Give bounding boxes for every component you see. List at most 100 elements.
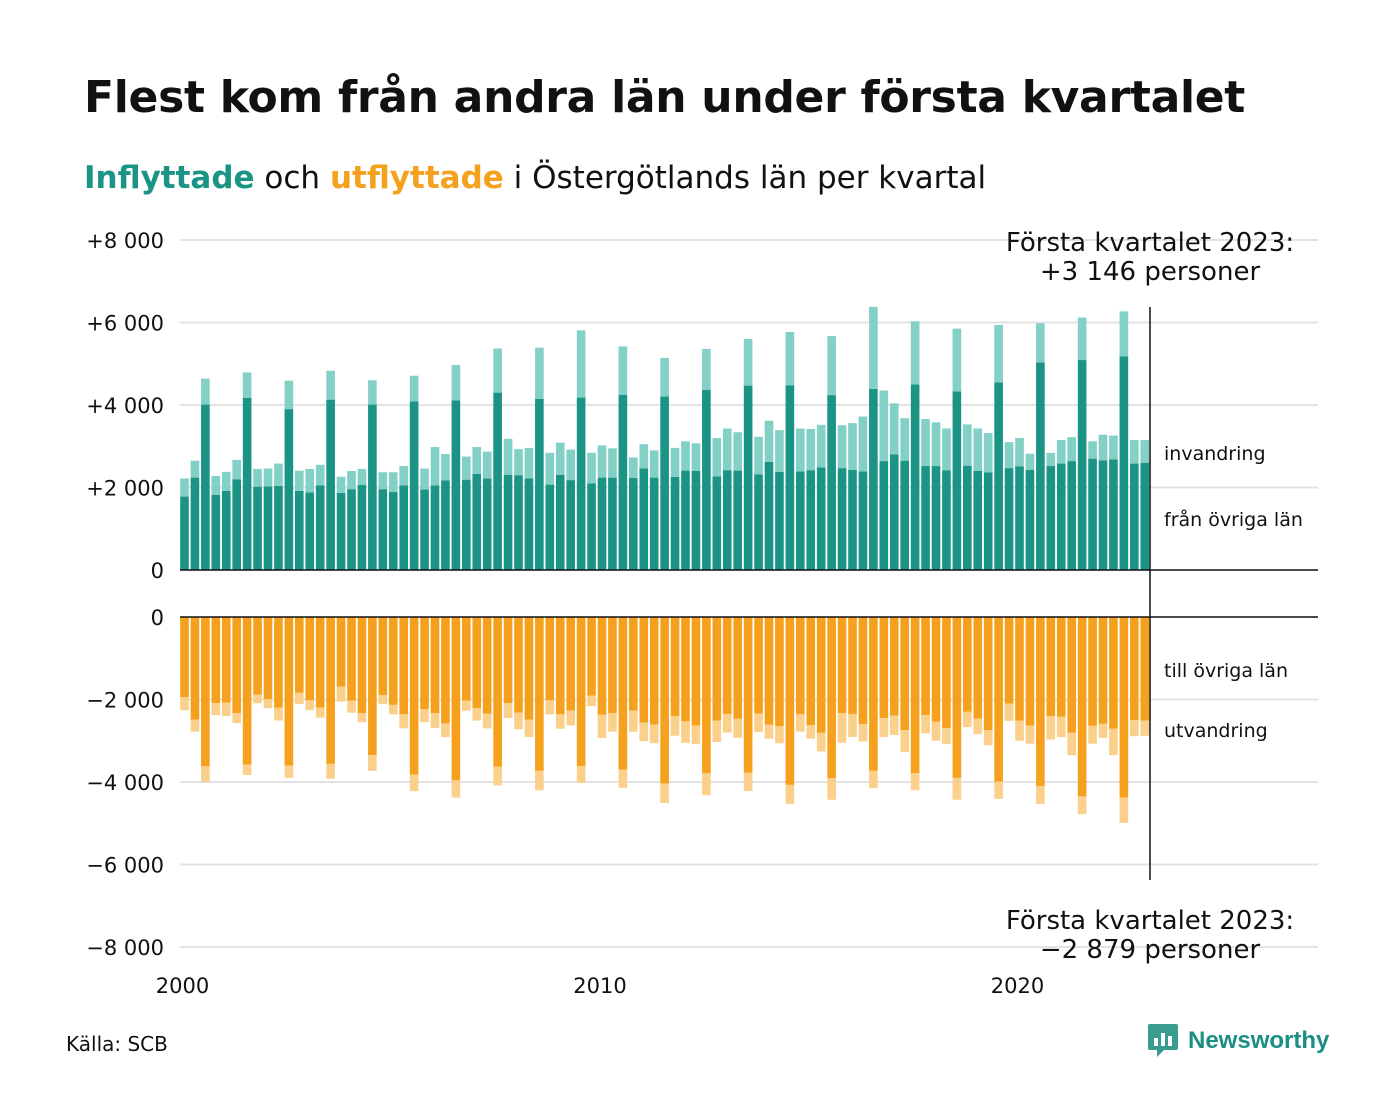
brand-name: Newsworthy — [1188, 1027, 1330, 1054]
bar-utvandring — [660, 783, 669, 804]
bar-invandring — [378, 472, 388, 490]
bar-fran-ovriga-lan — [806, 470, 816, 570]
bar-fran-ovriga-lan — [660, 396, 669, 570]
bar-till-ovriga-lan — [472, 617, 482, 709]
bar-fran-ovriga-lan — [326, 399, 335, 570]
bar-utvandring — [368, 755, 377, 771]
bar-fran-ovriga-lan — [858, 471, 868, 570]
bar-till-ovriga-lan — [305, 617, 315, 701]
bar-till-ovriga-lan — [535, 617, 544, 771]
bar-invandring — [858, 416, 868, 472]
bar-till-ovriga-lan — [1067, 617, 1077, 733]
bar-till-ovriga-lan — [775, 617, 784, 727]
bar-till-ovriga-lan — [388, 617, 398, 705]
bar-utvandring — [795, 714, 805, 732]
bar-fran-ovriga-lan — [670, 476, 680, 570]
bar-till-ovriga-lan — [503, 617, 513, 704]
bar-fran-ovriga-lan — [827, 395, 836, 570]
bar-invandring — [681, 441, 690, 471]
bar-till-ovriga-lan — [315, 617, 325, 708]
bar-fran-ovriga-lan — [608, 477, 617, 570]
bar-invandring — [785, 331, 795, 386]
bar-utvandring — [514, 712, 523, 730]
bar-utvandring — [347, 700, 356, 713]
bar-invandring — [294, 470, 304, 491]
bar-invandring — [482, 451, 492, 479]
bar-utvandring — [1015, 720, 1024, 741]
bar-till-ovriga-lan — [608, 617, 617, 714]
bar-fran-ovriga-lan — [1046, 466, 1056, 570]
bar-till-ovriga-lan — [242, 617, 252, 765]
bar-fran-ovriga-lan — [639, 468, 649, 570]
bar-invandring — [816, 424, 826, 468]
outflow-bars — [180, 617, 1150, 823]
bar-invandring — [649, 450, 659, 478]
bar-till-ovriga-lan — [628, 617, 638, 711]
bar-fran-ovriga-lan — [430, 485, 440, 570]
bar-fran-ovriga-lan — [1098, 460, 1108, 570]
bar-utvandring — [482, 713, 492, 729]
y-tick-top: +4 000 — [86, 394, 164, 418]
bar-utvandring — [430, 713, 440, 728]
bar-till-ovriga-lan — [869, 617, 878, 771]
bar-invandring — [722, 428, 732, 471]
bar-utvandring — [900, 730, 910, 752]
bar-utvandring — [326, 763, 335, 779]
bar-invandring — [274, 463, 283, 486]
bar-till-ovriga-lan — [545, 617, 555, 701]
bar-utvandring — [451, 780, 461, 798]
bar-utvandring — [441, 723, 450, 738]
bar-till-ovriga-lan — [837, 617, 847, 714]
bar-utvandring — [1129, 720, 1139, 737]
bar-till-ovriga-lan — [681, 617, 690, 722]
bar-till-ovriga-lan — [420, 617, 429, 709]
bar-till-ovriga-lan — [524, 617, 534, 720]
bar-till-ovriga-lan — [451, 617, 461, 781]
bar-utvandring — [1025, 725, 1035, 744]
bar-till-ovriga-lan — [889, 617, 899, 716]
bar-utvandring — [221, 702, 231, 716]
bar-utvandring — [952, 777, 962, 800]
bar-fran-ovriga-lan — [1036, 362, 1045, 570]
bar-invandring — [743, 339, 753, 386]
bar-invandring — [420, 468, 429, 490]
bar-invandring — [962, 424, 972, 466]
bar-fran-ovriga-lan — [1004, 468, 1014, 570]
x-tick-labels: 2000 2010 2020 — [156, 974, 1044, 998]
bar-invandring — [221, 471, 231, 491]
bar-till-ovriga-lan — [733, 617, 743, 719]
bar-invandring — [409, 375, 419, 402]
bar-till-ovriga-lan — [910, 617, 920, 774]
bar-fran-ovriga-lan — [785, 385, 795, 570]
bar-fran-ovriga-lan — [294, 490, 304, 570]
y-tick-top: 0 — [151, 559, 164, 583]
bar-fran-ovriga-lan — [284, 409, 294, 570]
y-tick-bottom: −8 000 — [86, 936, 164, 960]
bar-utvandring — [1109, 728, 1118, 756]
bar-fran-ovriga-lan — [921, 466, 930, 570]
bar-till-ovriga-lan — [816, 617, 826, 733]
bar-till-ovriga-lan — [1046, 617, 1056, 716]
bar-invandring — [305, 468, 315, 493]
bar-invandring — [910, 321, 920, 385]
bar-utvandring — [284, 765, 294, 778]
bar-fran-ovriga-lan — [472, 473, 482, 570]
bar-utvandring — [973, 718, 983, 735]
bar-invandring — [357, 468, 367, 486]
bar-invandring — [514, 449, 523, 476]
annotation-bottom-line1: Första kvartalet 2023: — [1006, 906, 1294, 936]
bar-till-ovriga-lan — [232, 617, 242, 714]
bar-till-ovriga-lan — [274, 617, 283, 708]
bar-utvandring — [837, 713, 847, 743]
bar-invandring — [1056, 440, 1066, 464]
bar-till-ovriga-lan — [973, 617, 983, 719]
bar-fran-ovriga-lan — [848, 469, 857, 570]
bar-invandring — [472, 447, 482, 474]
bar-till-ovriga-lan — [326, 617, 335, 764]
bar-till-ovriga-lan — [211, 617, 221, 704]
bar-utvandring — [274, 707, 283, 721]
subtitle-och: och — [254, 160, 330, 196]
bar-utvandring — [1077, 796, 1087, 815]
bar-utvandring — [409, 774, 419, 792]
bar-invandring — [535, 347, 544, 399]
